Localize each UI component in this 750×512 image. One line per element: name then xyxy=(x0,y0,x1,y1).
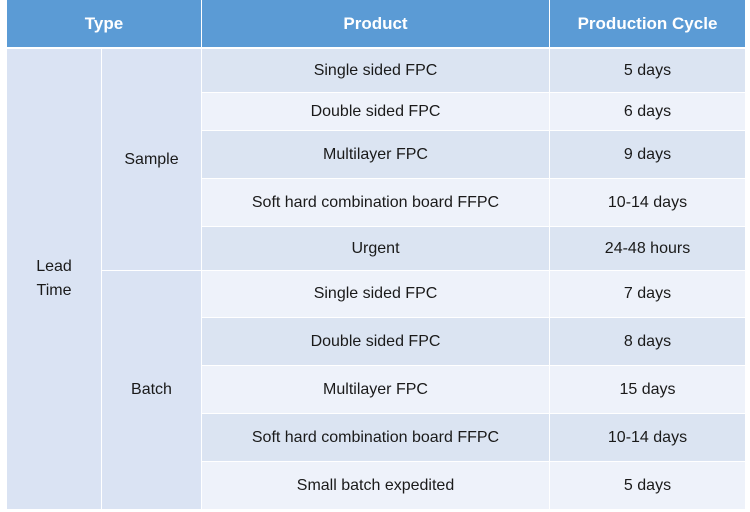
row-8-cycle: 15 days xyxy=(550,366,745,413)
row-9-cycle: 10-14 days xyxy=(550,414,745,461)
header-product: Product xyxy=(202,0,549,47)
row-10-product: Small batch expedited xyxy=(202,462,549,509)
group-batch-cell: Batch xyxy=(102,271,201,509)
header-production-cycle: Production Cycle xyxy=(550,0,745,47)
row-2-product: Double sided FPC xyxy=(202,93,549,130)
row-7-product: Double sided FPC xyxy=(202,318,549,365)
lead-time-cell: Lead Time xyxy=(7,49,101,509)
row-6-cycle: 7 days xyxy=(550,271,745,317)
row-2-cycle: 6 days xyxy=(550,93,745,130)
row-5-cycle: 24-48 hours xyxy=(550,227,745,270)
row-5-product: Urgent xyxy=(202,227,549,270)
row-3-product: Multilayer FPC xyxy=(202,131,549,178)
row-4-product: Soft hard combination board FFPC xyxy=(202,179,549,226)
row-4-cycle: 10-14 days xyxy=(550,179,745,226)
row-3-cycle: 9 days xyxy=(550,131,745,178)
row-9-product: Soft hard combination board FFPC xyxy=(202,414,549,461)
row-6-product: Single sided FPC xyxy=(202,271,549,317)
header-type: Type xyxy=(7,0,201,47)
row-7-cycle: 8 days xyxy=(550,318,745,365)
row-10-cycle: 5 days xyxy=(550,462,745,509)
row-8-product: Multilayer FPC xyxy=(202,366,549,413)
row-1-cycle: 5 days xyxy=(550,49,745,92)
group-sample-cell: Sample xyxy=(102,49,201,270)
row-1-product: Single sided FPC xyxy=(202,49,549,92)
